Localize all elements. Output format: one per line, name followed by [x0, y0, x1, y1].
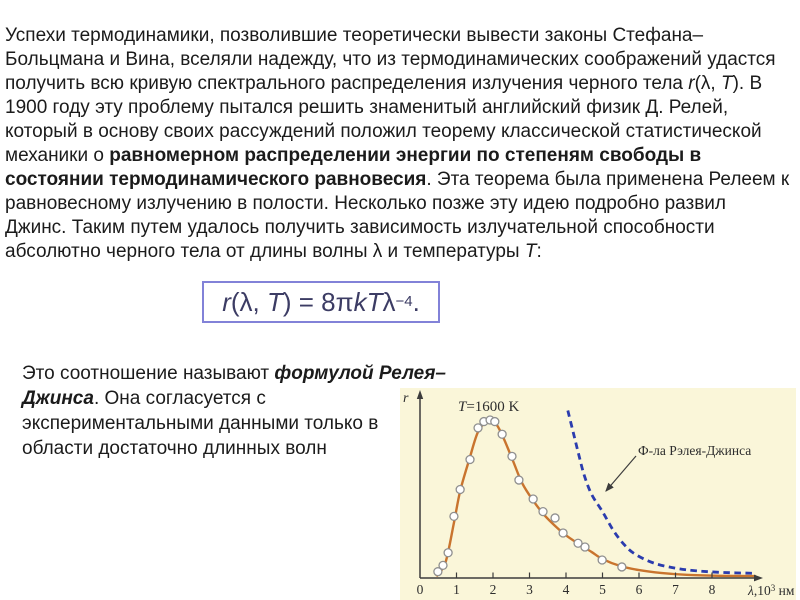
x-tick-label: 1 [453, 582, 460, 597]
formula-dot: . [412, 286, 420, 317]
p1-r-italic: r [688, 73, 695, 94]
paragraph-intro: Успехи термодинамики, позволившие теорет… [5, 24, 791, 264]
rayleigh_jeans_curve-path [566, 410, 755, 575]
chart-series-layer [433, 410, 756, 578]
formula-mid: ) = 8π [282, 286, 354, 317]
x-tick-label: 0 [416, 582, 424, 597]
x-axis-label: λ,103 нм [748, 583, 794, 599]
p2-text-c: экспериментальными данными только в обла… [22, 413, 379, 459]
data-point-circle [528, 494, 538, 504]
y-axis-arrow-icon [416, 390, 424, 399]
data-point-circle [573, 538, 583, 548]
p2-text-a: Это соотношение называют [22, 363, 275, 384]
p1-T2-italic: T [524, 241, 537, 262]
paragraph-rayleigh-jeans: Это соотношение называют формулой Релея–… [22, 361, 468, 464]
annotation-arrow-icon [605, 455, 637, 492]
p1-text-b: (λ, [694, 73, 721, 94]
x-tick-label: 3 [526, 582, 533, 597]
formula-r: r [222, 286, 231, 317]
temperature-label-T: T [458, 399, 467, 415]
x-tick-marks [455, 572, 713, 578]
x-tick-label: 4 [562, 582, 570, 597]
p1-text-c: ). В 1900 году эту проблему пытался реши… [5, 73, 763, 166]
p1-text-e: : [536, 241, 542, 262]
data-point-circle [538, 506, 548, 517]
x-tick-label: 7 [672, 582, 679, 597]
temperature-label: T=1600 K [458, 399, 519, 416]
p2-text-b: . Она согласуется с [93, 388, 266, 409]
x-axis-label-base: ,10 [753, 583, 771, 598]
data-point-circle [490, 416, 500, 427]
formula-lambda: λ [382, 286, 396, 317]
x-axis-label-sup: 3 [770, 583, 776, 593]
x-axis-arrow-icon [754, 574, 763, 582]
p1-text-a: Успехи термодинамики, позволившие теорет… [5, 25, 776, 94]
data-point-circle [443, 548, 453, 558]
data-point-circle [580, 542, 590, 552]
data-point-circle [514, 475, 524, 485]
temperature-label-value: =1600 K [466, 399, 520, 415]
formula-open: (λ, [230, 286, 267, 317]
data-point-circle [433, 567, 443, 577]
data-point-circle [497, 429, 507, 439]
data-point-circle [597, 555, 607, 565]
x-tick-label: 6 [635, 582, 643, 597]
data-point-circle [550, 513, 560, 523]
data-point-circle [438, 560, 448, 571]
chart-axes [416, 390, 763, 582]
data-point-circle [507, 451, 517, 461]
data-point-circle [449, 511, 459, 522]
y-axis-label: r [403, 391, 409, 406]
x-tick-label: 8 [708, 582, 716, 597]
formula-T1: T [266, 286, 283, 317]
formula-k: k [353, 286, 367, 317]
data-point-circle [558, 528, 568, 538]
data-point-circle [617, 562, 627, 572]
formula-T2: T [366, 286, 383, 317]
x-axis-label-unit: нм [775, 583, 795, 598]
p1-text-d: . Эта теорема была применена Релеем к ра… [5, 169, 790, 262]
p1-bold-theorem: равномерном распределении энергии по сте… [5, 145, 702, 190]
x-axis-label-lambda: λ [748, 583, 754, 598]
chart-canvas [416, 390, 763, 582]
rayleigh-jeans-annotation: Ф-ла Рэлея-Джинса [638, 443, 752, 458]
p1-T-italic: T [721, 73, 733, 94]
p2-bold-italic: формулой Релея–Джинса [22, 363, 446, 409]
x-tick-label: 5 [599, 582, 606, 597]
data-point-circle [465, 454, 475, 465]
data-point-circle [473, 423, 483, 433]
x-tick-label: 2 [489, 582, 497, 597]
data-point-circle [455, 484, 465, 495]
spectral-distribution-chart: r T=1600 K Ф-ла Рэлея-Джинса λ,103 нм 0 … [400, 388, 796, 600]
